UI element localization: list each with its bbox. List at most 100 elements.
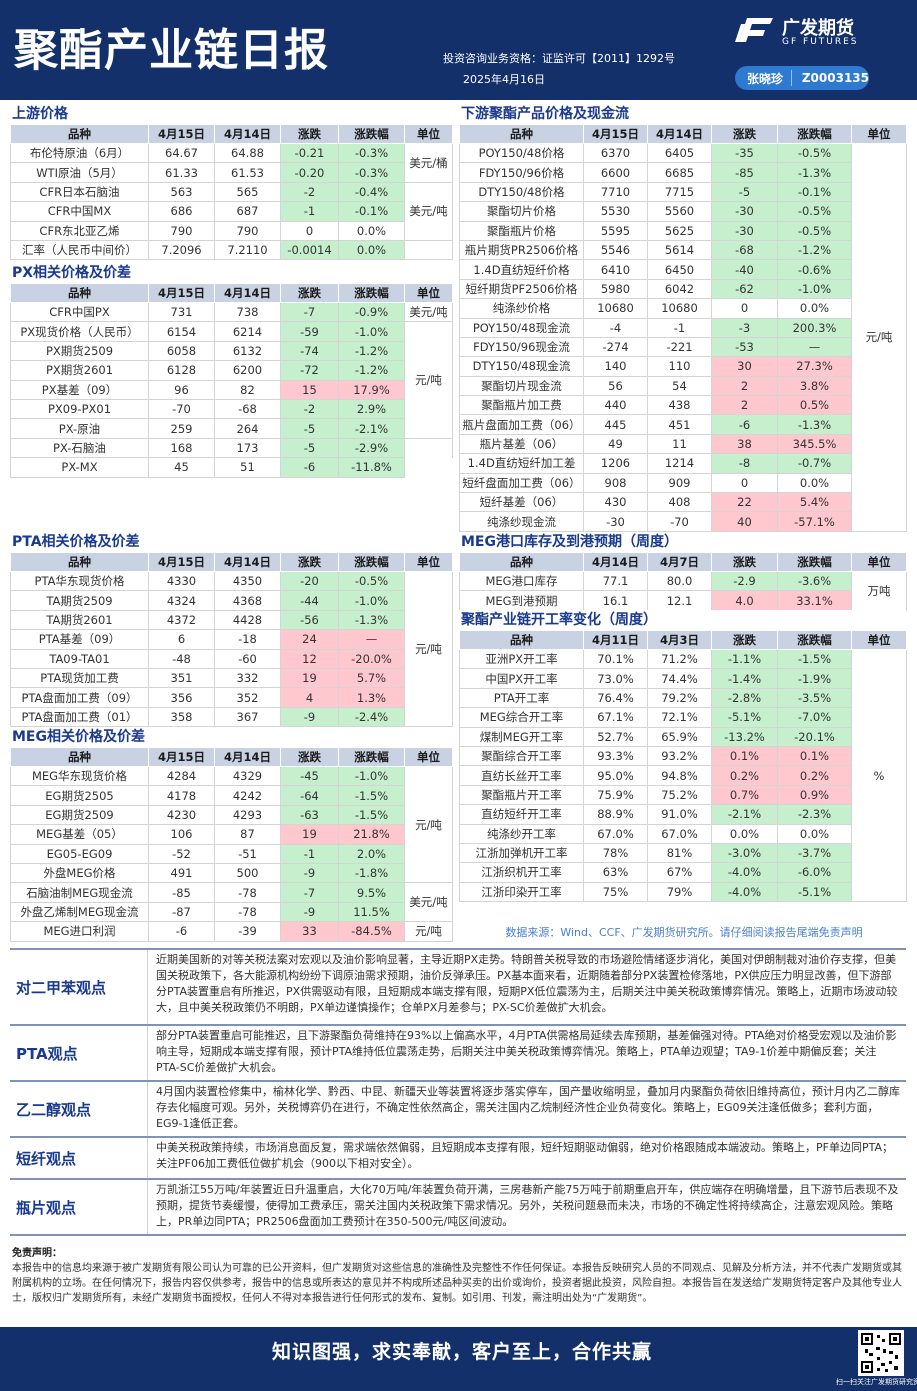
table-row: CFR中国PX 731 738 -7 -0.9% 美元/吨 (10, 301, 453, 323)
current-value: 16.1 (583, 590, 648, 611)
change-pct: -1.9% (777, 668, 852, 689)
operating-rate-panel: 聚酯产业链开工率变化（周度） 品种 4月11日 4月3日 涨跌 涨跌幅 单位 亚洲PX开工率 7… (459, 610, 907, 903)
change-pct: 0.0% (777, 823, 852, 844)
current-value: 64.67 (148, 142, 215, 164)
change-value: -0.21 (280, 142, 339, 164)
table-row: PX期货2601 6128 6200 -72 -1.2% (10, 360, 453, 381)
change-pct: -0.3% (338, 162, 405, 183)
current-value: 4372 (148, 609, 215, 631)
previous-value: 1214 (647, 453, 712, 474)
change-value: -0.0014 (280, 239, 339, 261)
current-value: 491 (148, 862, 215, 884)
column-header: 4月15日 (148, 283, 215, 303)
previous-value: 93.2% (647, 745, 712, 767)
column-header: 4月3日 (647, 630, 712, 650)
table-row: 石脑油制MEG现金流 -85 -78 -7 9.5% 美元/吨 (10, 882, 453, 923)
table-row: PX-石脑油 168 173 -5 -2.9% (10, 437, 453, 459)
previous-value: 11 (647, 433, 712, 455)
current-value: 96 (148, 379, 215, 400)
item-name: MEG华东现货价格 (10, 765, 149, 787)
item-name: 外盘乙烯制MEG现金流 (10, 901, 149, 923)
table-row: FDY150/96价格 6600 6685 -85 -1.3% (459, 162, 907, 183)
previous-value: 173 (214, 437, 281, 459)
item-name: PX-原油 (10, 418, 149, 439)
table-row: EG05-EG09 -52 -51 -1 2.0% (10, 843, 453, 864)
change-value: 4 (280, 687, 339, 708)
table-row: 直纺短纤开工率 88.9% 91.0% -2.1% -2.3% (459, 804, 907, 825)
item-name: 短纤盘面加工费（06） (459, 472, 584, 494)
previous-value: 75.2% (647, 784, 712, 806)
column-header: 单位 (851, 124, 907, 144)
change-value: 0 (711, 298, 778, 319)
previous-value: 738 (214, 301, 281, 323)
previous-value: -60 (214, 648, 281, 669)
current-value: 4178 (148, 785, 215, 806)
item-name: 聚酯切片价格 (459, 201, 584, 222)
psf-view-block: 短纤观点 中美关税政策持续，市场消息面反复，需求端依然偏弱，且短期成本支撑有限，… (10, 1136, 906, 1178)
change-value: -3 (711, 317, 778, 338)
column-header: 4月15日 (148, 552, 215, 572)
previous-value: 79.2% (647, 687, 712, 709)
column-header: 单位 (851, 630, 907, 650)
previous-value: 80.0 (647, 570, 712, 592)
change-value: -2.8% (711, 687, 778, 709)
current-value: -4 (583, 317, 648, 338)
change-pct: -3.5% (777, 687, 852, 709)
analyst-id: Z0003135 (801, 71, 869, 85)
change-value: 0.1% (711, 745, 778, 767)
analyst-name: 张晓珍 (747, 71, 784, 86)
current-value: -30 (583, 511, 648, 532)
table-row: PX现货价格（人民币） 6154 6214 -59 -1.0% 元/吨 (10, 321, 453, 439)
table-title: 下游聚酯产品价格及现金流 (459, 104, 906, 124)
current-value: 6600 (583, 162, 648, 183)
change-value: -72 (280, 360, 339, 381)
item-name: MEG综合开工率 (459, 707, 584, 728)
change-pct: 9.5% (338, 882, 405, 903)
previous-value: -18 (214, 629, 281, 650)
change-pct: 0.0% (338, 239, 405, 261)
table-header-row: 品种 4月15日 4月14日 涨跌 涨跌幅 单位 (10, 552, 453, 572)
column-header: 品种 (459, 630, 584, 650)
previous-value: 12.1 (647, 590, 712, 611)
change-pct: -1.2% (338, 360, 405, 381)
current-value: 731 (148, 301, 215, 323)
current-value: 563 (148, 181, 215, 203)
previous-value: -68 (214, 398, 281, 420)
item-name: 聚酯瓶片开工率 (459, 784, 584, 806)
change-value: 12 (280, 648, 339, 669)
px-view-block: 对二甲苯观点 近期美国新的对等关税法案对宏观以及油价影响显著，主导近期PX走势。… (10, 948, 906, 1024)
change-value: 38 (711, 433, 778, 455)
previous-value: 6200 (214, 360, 281, 381)
change-pct: -0.6% (777, 259, 852, 280)
change-pct: -1.5% (338, 785, 405, 806)
table-row: PTA开工率 76.4% 79.2% -2.8% -3.5% (459, 687, 907, 709)
change-value: -6 (711, 414, 778, 435)
column-header: 品种 (459, 552, 584, 572)
change-value: -5.1% (711, 707, 778, 728)
item-name: 短纤期货PF2506价格 (459, 278, 584, 300)
column-header: 涨跌 (711, 124, 778, 144)
change-pct: -7.0% (777, 707, 852, 728)
change-value: -5 (280, 418, 339, 439)
column-header: 品种 (10, 747, 149, 767)
previous-value: 438 (647, 395, 712, 416)
change-value: -59 (280, 321, 339, 342)
qr-code-icon[interactable] (858, 1330, 904, 1376)
footer-slogan: 知识图强，求实奉献，客户至上，合作共赢 (272, 1341, 653, 1363)
table-row: 江浙印染开工率 75% 79% -4.0% -5.1% (459, 881, 907, 903)
change-value: 2 (711, 375, 778, 397)
change-pct: -1.2% (777, 239, 852, 261)
gf-logo-icon (735, 18, 773, 42)
item-name: PTA基差（09） (10, 629, 149, 650)
previous-value: 5614 (647, 239, 712, 261)
change-value: -20 (280, 570, 339, 592)
previous-value: 4368 (214, 590, 281, 611)
current-value: 56 (583, 375, 648, 397)
column-header: 4月14日 (214, 124, 281, 144)
item-name: 外盘MEG价格 (10, 862, 149, 884)
change-pct: 200.3% (777, 317, 852, 338)
item-name: FDY150/96现金流 (459, 336, 584, 358)
column-header: 涨跌 (280, 283, 339, 303)
previous-value: 10680 (647, 298, 712, 319)
table-row: MEG进口利润 -6 -39 33 -84.5% 元/吨 (10, 921, 453, 942)
